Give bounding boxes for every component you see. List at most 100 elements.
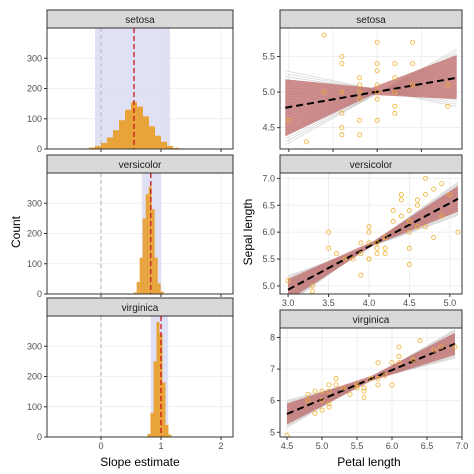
data-point	[392, 103, 398, 109]
histogram-bar	[133, 292, 137, 294]
data-point	[382, 251, 388, 257]
histogram-bar	[167, 145, 173, 149]
data-point	[375, 360, 381, 366]
histogram-bar	[156, 322, 160, 437]
data-point	[347, 391, 353, 397]
data-point	[358, 251, 364, 257]
data-point	[339, 89, 345, 95]
data-point	[358, 240, 364, 246]
data-point	[431, 347, 437, 353]
panel-border	[279, 172, 463, 295]
x-tick-label: 4.0	[363, 298, 376, 308]
data-point	[406, 208, 412, 214]
data-point	[415, 224, 421, 230]
data-point	[374, 89, 380, 95]
histogram-bar	[125, 109, 131, 149]
regression-fit-line	[287, 197, 459, 291]
data-point	[286, 118, 292, 124]
data-point	[305, 398, 311, 404]
histogram-bar	[142, 218, 146, 294]
right-y-axis-title: Sepal length	[241, 199, 255, 266]
scatter-panel-versicolor: versicolor 3.0 3.5 4.0 4.5 5.0 5.0 5.5 6.0 6.5 7.0	[262, 154, 463, 308]
panel-body	[280, 173, 462, 294]
histogram-bar	[119, 120, 125, 149]
data-point	[423, 192, 429, 198]
data-point	[357, 82, 363, 88]
y-tick-label: 300	[27, 53, 42, 63]
bootstrap-fit-line	[287, 215, 459, 277]
left-x-axis-title: Slope estimate	[100, 455, 180, 469]
data-point	[326, 245, 332, 251]
data-point	[357, 96, 363, 102]
histogram-bar	[149, 126, 155, 149]
data-point	[445, 82, 451, 88]
data-point	[396, 353, 402, 359]
data-point	[382, 372, 388, 378]
regression-fit-line	[286, 342, 456, 415]
data-point	[357, 89, 363, 95]
panel-body	[47, 173, 233, 294]
data-point	[423, 224, 429, 230]
data-point	[392, 110, 398, 116]
y-tick-label: 7	[270, 364, 275, 374]
data-point	[398, 192, 404, 198]
panel-body	[47, 316, 233, 437]
y-tick-label: 0	[37, 432, 42, 442]
data-point	[374, 68, 380, 74]
data-point	[361, 388, 367, 394]
data-point	[339, 110, 345, 116]
data-point	[389, 360, 395, 366]
data-point	[312, 388, 318, 394]
y-tick-label: 100	[27, 114, 42, 124]
data-point	[374, 118, 380, 124]
panel-border	[279, 27, 463, 150]
y-tick-label: 200	[27, 229, 42, 239]
histogram-bar	[101, 142, 107, 149]
y-tick-label: 100	[27, 402, 42, 412]
data-point	[374, 96, 380, 102]
histogram-bar	[151, 209, 155, 294]
data-point	[358, 272, 364, 278]
data-point	[284, 432, 290, 437]
data-point	[396, 344, 402, 350]
data-point	[342, 256, 348, 262]
histogram-bar	[153, 361, 157, 437]
data-point	[445, 103, 451, 109]
y-tick-label: 6.0	[262, 227, 275, 237]
scatter-panel-virginica: virginica 4.5 5.0 5.5 6.0 6.5 7.0 5 6 7 8	[270, 309, 468, 451]
data-point	[374, 61, 380, 67]
data-point	[357, 75, 363, 81]
data-point	[354, 385, 360, 391]
data-point	[375, 376, 381, 382]
data-point	[410, 39, 416, 45]
data-point	[304, 139, 310, 145]
data-point	[398, 197, 404, 203]
data-point	[366, 224, 372, 230]
histogram-bar	[165, 424, 169, 437]
data-point	[339, 125, 345, 131]
x-tick-label: 3.5	[322, 298, 335, 308]
histogram-bar	[136, 281, 140, 294]
y-tick-label: 4.5	[262, 123, 275, 133]
data-point	[326, 388, 332, 394]
data-point	[340, 385, 346, 391]
facet-strip-label: setosa	[125, 15, 155, 26]
facet-strip-label: versicolor	[119, 160, 162, 171]
histogram-bar	[150, 412, 154, 437]
data-point	[396, 360, 402, 366]
regression-fit-line	[285, 76, 457, 109]
histogram-bar	[113, 130, 119, 149]
y-tick-label: 100	[27, 259, 42, 269]
data-point	[423, 175, 429, 181]
facet-strip-label: setosa	[356, 15, 386, 26]
left-y-axis-title: Count	[9, 215, 23, 248]
data-point	[417, 338, 423, 344]
y-tick-label: 6	[270, 396, 275, 406]
data-point	[333, 376, 339, 382]
scatter-panel-setosa: setosa1.001.251.501.754.55.05.5	[262, 9, 463, 163]
data-point	[439, 213, 445, 219]
data-point	[439, 181, 445, 187]
data-point	[319, 407, 325, 413]
facet-strip-label: versicolor	[350, 160, 393, 171]
